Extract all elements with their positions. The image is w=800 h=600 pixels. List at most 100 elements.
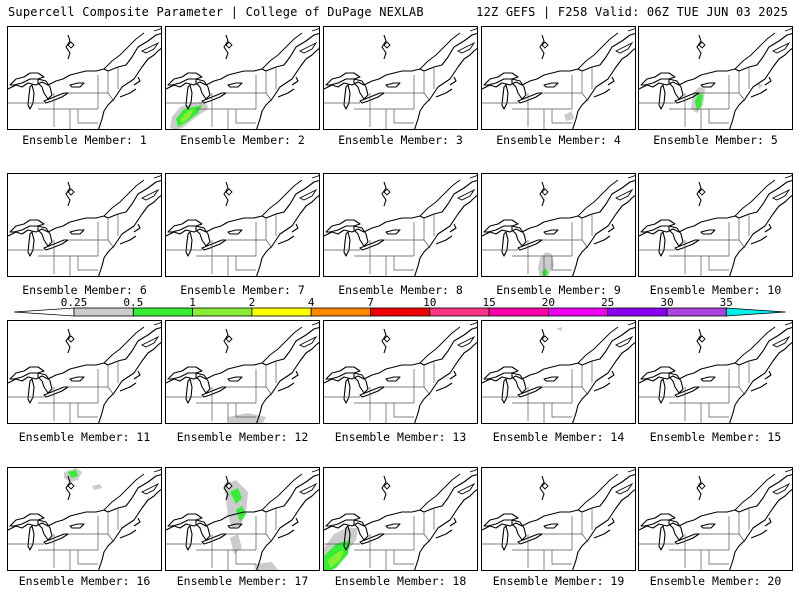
map-panel <box>7 173 162 277</box>
map-svg <box>166 27 319 129</box>
map-svg <box>639 468 792 570</box>
basemap <box>482 321 635 423</box>
map-svg <box>482 468 635 570</box>
map-svg <box>166 321 319 423</box>
map-panel <box>481 26 636 130</box>
panel-label: Ensemble Member: 5 <box>653 133 778 147</box>
map-panel <box>323 26 478 130</box>
colorbar-tick-label: 30 <box>660 296 673 309</box>
panel-label: Ensemble Member: 20 <box>649 574 782 588</box>
map-panel <box>323 467 478 571</box>
basemap <box>324 321 477 423</box>
colorbar-right-arrow <box>725 307 786 317</box>
scp-contour-m18 <box>324 528 358 570</box>
scp-contour-m9 <box>538 252 554 276</box>
colorbar-tick-label: 7 <box>367 296 374 309</box>
map-svg <box>324 321 477 423</box>
colorbar-segment <box>488 307 549 317</box>
colorbar-tick-label: 0.25 <box>61 296 88 309</box>
map-svg <box>166 174 319 276</box>
colorbar-tick-label: 10 <box>423 296 436 309</box>
basemap <box>324 27 477 129</box>
colorbar-segment <box>666 307 727 317</box>
map-svg <box>8 174 161 276</box>
map-svg <box>639 174 792 276</box>
scp-fill <box>564 111 574 121</box>
map-svg <box>166 468 319 570</box>
basemap <box>482 468 635 570</box>
map-svg <box>324 174 477 276</box>
scp-contour-m2 <box>170 101 208 129</box>
map-svg <box>482 321 635 423</box>
map-svg <box>8 27 161 129</box>
colorbar-tick-label: 4 <box>308 296 315 309</box>
map-svg <box>639 321 792 423</box>
panel-label: Ensemble Member: 19 <box>492 574 625 588</box>
map-svg <box>8 321 161 423</box>
scp-fill <box>170 101 208 129</box>
panel-label: Ensemble Member: 4 <box>496 133 621 147</box>
basemap <box>639 27 792 129</box>
panel-label: Ensemble Member: 10 <box>649 283 782 297</box>
map-svg <box>482 174 635 276</box>
map-svg <box>8 468 161 570</box>
basemap <box>639 174 792 276</box>
panel-label: Ensemble Member: 9 <box>496 283 621 297</box>
basemap <box>8 468 161 570</box>
colorbar-tick-label: 2 <box>249 296 256 309</box>
basemap <box>639 468 792 570</box>
colorbar-tick-label: 1 <box>189 296 196 309</box>
scp-fill <box>228 413 266 423</box>
basemap <box>639 321 792 423</box>
basemap <box>482 174 635 276</box>
colorbar: 0.25 0.5 1 2 4 7 10 15 20 25 30 35 <box>0 296 800 322</box>
basemap <box>8 27 161 129</box>
colorbar-segment <box>192 307 253 317</box>
panel-label: Ensemble Member: 16 <box>18 574 151 588</box>
header-title: Supercell Composite Parameter | College … <box>8 5 424 19</box>
map-panel <box>323 173 478 277</box>
colorbar-tick-label: 0.5 <box>123 296 143 309</box>
panel-label: Ensemble Member: 12 <box>176 430 309 444</box>
map-panel <box>481 320 636 424</box>
map-panel <box>323 320 478 424</box>
colorbar-segment <box>607 307 668 317</box>
colorbar-segment <box>429 307 490 317</box>
map-panel <box>638 173 793 277</box>
map-panel <box>7 320 162 424</box>
map-panel <box>165 173 320 277</box>
colorbar-tick-label: 25 <box>601 296 614 309</box>
panel-label: Ensemble Member: 3 <box>338 133 463 147</box>
colorbar-left-arrow <box>13 307 75 317</box>
basemap <box>166 174 319 276</box>
basemap <box>482 27 635 129</box>
map-panel <box>165 320 320 424</box>
basemap <box>8 321 161 423</box>
map-panel <box>165 467 320 571</box>
map-panel <box>7 26 162 130</box>
scp-contour-m4 <box>564 111 574 121</box>
map-panel <box>481 467 636 571</box>
panel-label: Ensemble Member: 18 <box>334 574 467 588</box>
map-panel <box>7 467 162 571</box>
basemap <box>324 468 477 570</box>
basemap <box>166 321 319 423</box>
panel-label: Ensemble Member: 17 <box>176 574 309 588</box>
map-svg <box>324 27 477 129</box>
panel-label: Ensemble Member: 8 <box>338 283 463 297</box>
panel-label: Ensemble Member: 11 <box>18 430 151 444</box>
scp-fill <box>324 528 358 570</box>
map-panel <box>638 320 793 424</box>
colorbar-svg: 0.25 0.5 1 2 4 7 10 15 20 25 30 35 <box>13 296 786 317</box>
scp-contour-m12 <box>228 413 266 423</box>
panel-label: Ensemble Member: 1 <box>22 133 147 147</box>
colorbar-segment <box>548 307 609 317</box>
colorbar-tick-label: 35 <box>720 296 733 309</box>
map-panel <box>638 26 793 130</box>
basemap <box>324 174 477 276</box>
map-svg <box>324 468 477 570</box>
basemap <box>8 174 161 276</box>
panel-label: Ensemble Member: 7 <box>180 283 305 297</box>
scp-contour-m14 <box>556 327 562 331</box>
basemap <box>166 468 319 570</box>
